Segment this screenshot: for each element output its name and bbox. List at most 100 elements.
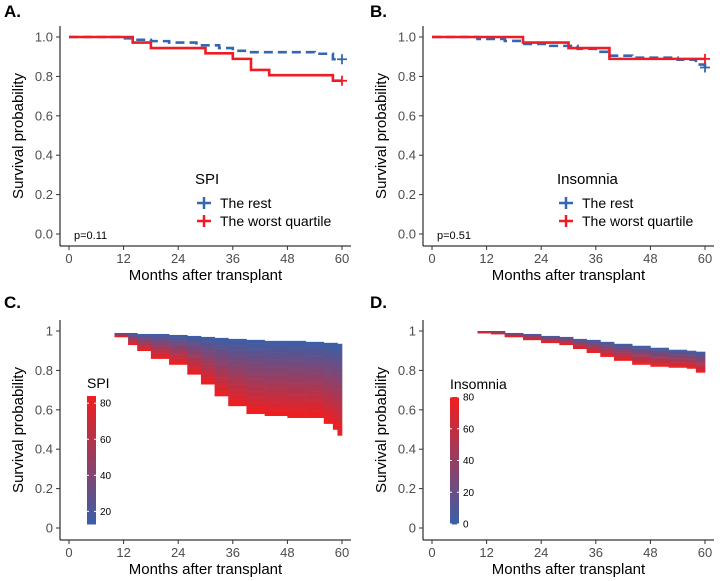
band-segment bbox=[200, 377, 215, 379]
band-segment bbox=[137, 347, 152, 349]
band-segment bbox=[150, 336, 170, 338]
band-segment bbox=[214, 361, 229, 363]
band-segment bbox=[214, 387, 229, 390]
band-segment bbox=[305, 404, 325, 407]
band-segment bbox=[586, 345, 601, 346]
band-segment bbox=[305, 357, 325, 360]
band-segment bbox=[614, 347, 633, 349]
band-segment bbox=[137, 335, 152, 337]
band-segment bbox=[305, 364, 325, 367]
band-segment bbox=[264, 374, 288, 377]
band-segment bbox=[695, 364, 706, 365]
band-segment bbox=[305, 387, 325, 390]
band-segment bbox=[187, 336, 202, 339]
band-segment bbox=[332, 364, 338, 367]
band-segment bbox=[632, 347, 651, 348]
band-segment bbox=[632, 347, 651, 349]
band-segment bbox=[337, 412, 343, 416]
band-segment bbox=[305, 413, 325, 417]
band-segment bbox=[137, 341, 152, 343]
x-axis-title: Months after transplant bbox=[492, 267, 646, 284]
band-segment bbox=[150, 355, 170, 357]
band-segment bbox=[323, 373, 334, 376]
band-segment bbox=[214, 339, 229, 342]
colorbar-segment bbox=[450, 422, 459, 426]
legend-key bbox=[197, 215, 211, 227]
band-segment bbox=[246, 360, 265, 363]
band-segment bbox=[305, 372, 325, 375]
band-segment bbox=[650, 356, 669, 358]
colorbar-segment bbox=[450, 458, 459, 461]
band-segment bbox=[632, 358, 651, 360]
band-segment bbox=[332, 405, 338, 409]
band-segment bbox=[137, 338, 152, 339]
band-segment bbox=[337, 419, 343, 422]
band-segment bbox=[650, 358, 669, 359]
band-segment bbox=[246, 380, 265, 383]
band-segment bbox=[632, 362, 651, 364]
band-segment bbox=[246, 397, 265, 400]
colorbar-segment bbox=[87, 515, 96, 519]
band-segment bbox=[187, 373, 202, 375]
band-segment bbox=[169, 349, 188, 351]
band-segment bbox=[169, 348, 188, 350]
band-segment bbox=[169, 362, 188, 364]
band-segment bbox=[228, 358, 247, 361]
band-segment bbox=[187, 357, 202, 359]
band-segment bbox=[214, 356, 229, 359]
band-segment bbox=[614, 344, 633, 346]
band-segment bbox=[187, 359, 202, 362]
band-segment bbox=[187, 364, 202, 366]
band-segment bbox=[287, 363, 306, 367]
band-segment bbox=[614, 353, 633, 355]
band-segment bbox=[187, 366, 202, 368]
censor-mark bbox=[337, 54, 347, 65]
band-segment bbox=[668, 359, 688, 361]
band-segment bbox=[169, 337, 188, 339]
y-tick-label: 0.4 bbox=[35, 442, 53, 457]
band-segment bbox=[337, 364, 343, 368]
band-segment bbox=[246, 410, 265, 413]
band-segment bbox=[150, 353, 170, 354]
band-segment bbox=[287, 377, 306, 380]
band-segment bbox=[169, 354, 188, 356]
band-segment bbox=[668, 363, 688, 364]
band-segment bbox=[187, 340, 202, 342]
band-segment bbox=[695, 354, 706, 356]
band-segment bbox=[264, 406, 288, 409]
band-segment bbox=[150, 349, 170, 351]
band-segment bbox=[632, 350, 651, 352]
band-segment bbox=[169, 352, 188, 354]
band-segment bbox=[695, 368, 706, 370]
band-segment bbox=[137, 346, 152, 348]
band-segment bbox=[287, 409, 306, 413]
band-segment bbox=[169, 334, 188, 336]
band-segment bbox=[305, 370, 325, 373]
band-segment bbox=[614, 345, 633, 347]
band-segment bbox=[305, 347, 325, 350]
band-segment bbox=[332, 414, 338, 417]
colorbar-segment bbox=[87, 442, 96, 446]
band-segment bbox=[264, 383, 288, 387]
band-segment bbox=[323, 417, 334, 420]
legend-entry: The worst quartile bbox=[220, 213, 331, 229]
band-segment bbox=[264, 389, 288, 392]
band-segment bbox=[586, 340, 601, 342]
band-segment bbox=[323, 381, 334, 384]
band-segment bbox=[632, 363, 651, 364]
band-segment bbox=[686, 363, 697, 364]
band-segment bbox=[150, 356, 170, 358]
band-segment bbox=[614, 344, 633, 345]
x-tick-label: 24 bbox=[534, 545, 548, 560]
band-segment bbox=[668, 365, 688, 367]
band-segment bbox=[323, 348, 334, 352]
band-segment bbox=[600, 345, 615, 347]
colorbar-segment bbox=[450, 504, 459, 508]
band-segment bbox=[246, 411, 265, 415]
band-segment bbox=[686, 360, 697, 361]
band-segment bbox=[200, 347, 215, 350]
band-segment bbox=[668, 352, 688, 354]
band-segment bbox=[228, 400, 247, 403]
colorbar-segment bbox=[450, 447, 459, 451]
band-segment bbox=[200, 380, 215, 383]
